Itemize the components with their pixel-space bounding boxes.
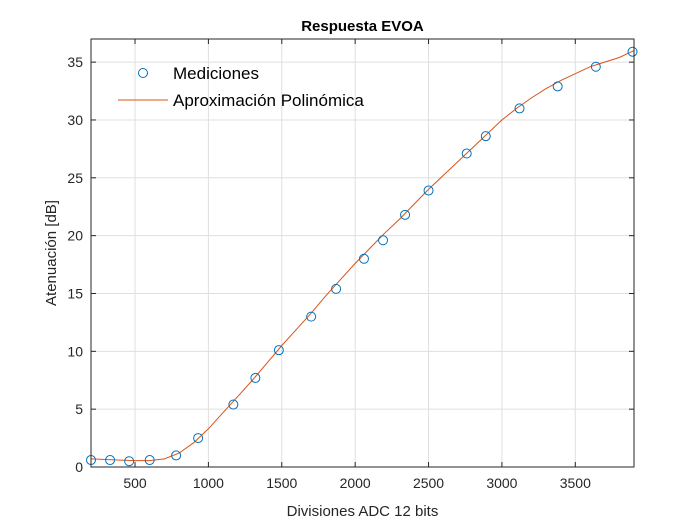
y-axis-label: Atenuación [dB] bbox=[43, 200, 60, 306]
data-point-marker bbox=[514, 103, 525, 114]
data-point-marker bbox=[193, 433, 204, 444]
data-point-marker bbox=[331, 283, 342, 294]
data-point-marker bbox=[273, 345, 284, 356]
x-tick-label: 3500 bbox=[560, 475, 591, 491]
data-point-marker bbox=[228, 399, 239, 410]
data-point-marker bbox=[124, 456, 135, 467]
data-point-marker bbox=[423, 185, 434, 196]
y-tick-label: 0 bbox=[75, 459, 83, 475]
y-tick-label: 35 bbox=[67, 54, 83, 70]
legend-label-mediciones: Mediciones bbox=[173, 64, 259, 83]
legend: Mediciones Aproximación Polinómica bbox=[118, 64, 364, 110]
data-point-marker bbox=[480, 131, 491, 142]
data-point-marker bbox=[171, 450, 182, 461]
x-tick-label: 2500 bbox=[413, 475, 444, 491]
y-tick-label: 20 bbox=[67, 228, 83, 244]
data-point-marker bbox=[378, 235, 389, 246]
y-tick-label: 15 bbox=[67, 285, 83, 301]
x-tick-label: 2000 bbox=[340, 475, 371, 491]
data-point-marker bbox=[552, 81, 563, 92]
data-point-marker bbox=[400, 209, 411, 220]
data-point-marker bbox=[105, 455, 116, 466]
data-point-marker bbox=[144, 455, 155, 466]
data-point-marker bbox=[461, 148, 472, 159]
x-tick-label: 500 bbox=[123, 475, 147, 491]
legend-marker-mediciones bbox=[138, 68, 148, 78]
axes-box bbox=[90, 38, 635, 468]
fit-curve-line bbox=[90, 50, 635, 462]
x-tick-label: 1000 bbox=[193, 475, 224, 491]
y-tick-label: 5 bbox=[75, 401, 83, 417]
data-point-marker bbox=[358, 253, 369, 264]
legend-label-aproximacion: Aproximación Polinómica bbox=[173, 91, 364, 110]
x-tick-label: 1500 bbox=[266, 475, 297, 491]
y-tick-label: 25 bbox=[67, 170, 83, 186]
x-axis-label: Divisiones ADC 12 bits bbox=[287, 503, 439, 520]
data-point-marker bbox=[306, 311, 317, 322]
data-point-marker bbox=[590, 61, 601, 72]
chart-title: Respuesta EVOA bbox=[301, 18, 424, 35]
axis-ticks: 500 1000 1500 2000 2500 3000 3500 0 5 10 15 20 25 30 3… bbox=[67, 39, 634, 491]
data-point-marker bbox=[250, 372, 261, 383]
y-tick-label: 30 bbox=[67, 112, 83, 128]
x-tick-label: 3000 bbox=[486, 475, 517, 491]
data-point-marker bbox=[627, 46, 638, 57]
y-tick-label: 10 bbox=[67, 343, 83, 359]
plot-area bbox=[91, 39, 634, 467]
